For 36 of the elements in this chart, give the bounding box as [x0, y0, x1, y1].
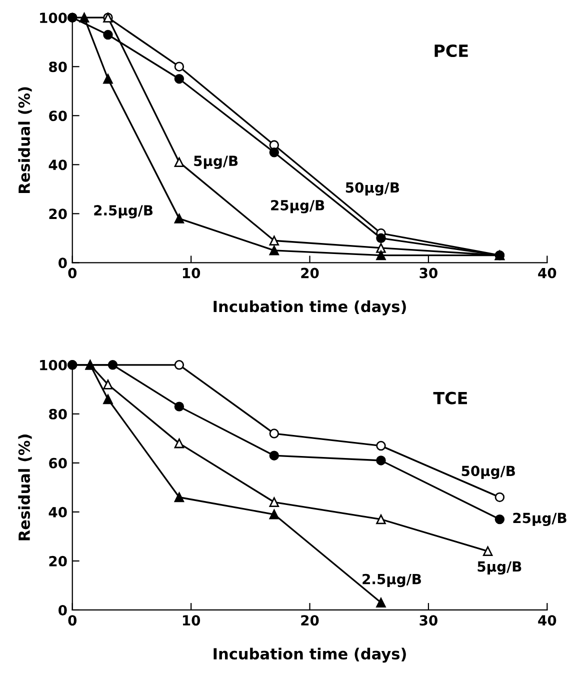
y-axis-title: Residual (%)	[18, 87, 32, 193]
x-tick-label: 40	[538, 268, 556, 278]
x-tick-label: 40	[538, 615, 556, 626]
series-label: 5µg/B	[194, 156, 238, 169]
x-tick-label: 10	[182, 268, 200, 278]
y-axis-title: Residual (%)	[18, 434, 32, 540]
x-tick-label: 20	[301, 268, 319, 278]
x-tick-label: 10	[182, 615, 200, 626]
x-axis-title: Incubation time (days)	[214, 300, 406, 316]
y-tick-label: 40	[48, 160, 67, 170]
x-tick-label: 30	[420, 615, 438, 626]
x-tick-label: 0	[68, 615, 77, 626]
y-tick-label: 40	[48, 506, 67, 518]
y-tick-label: 0	[58, 258, 67, 268]
y-tick-label: 80	[49, 408, 67, 420]
y-tick-label: 0	[58, 604, 67, 616]
series-label: 25µg/B	[271, 200, 324, 214]
series-label: 5µg/B	[478, 561, 522, 575]
x-tick-label: 20	[301, 615, 319, 626]
y-tick-label: 100	[40, 360, 67, 370]
y-tick-label: 60	[49, 110, 67, 122]
x-tick-label: 0	[68, 268, 77, 278]
y-tick-label: 20	[49, 208, 67, 220]
text: PCE	[434, 44, 468, 58]
text: TCE	[433, 392, 467, 404]
series-label: 50µg/B	[462, 466, 515, 479]
series-label: 2.5µg/B	[362, 574, 421, 588]
series-label: 25µg/B	[513, 512, 566, 526]
series-label: 50µg/B	[346, 182, 400, 196]
y-tick-label: 20	[49, 556, 67, 566]
series-label: 2.5µg/B	[94, 205, 153, 218]
x-axis-title: Incubation time (days)	[214, 648, 406, 663]
y-tick-label: 80	[49, 62, 67, 72]
y-tick-label: 100	[40, 12, 67, 24]
x-tick-label: 30	[420, 268, 438, 278]
y-tick-label: 60	[49, 458, 67, 468]
